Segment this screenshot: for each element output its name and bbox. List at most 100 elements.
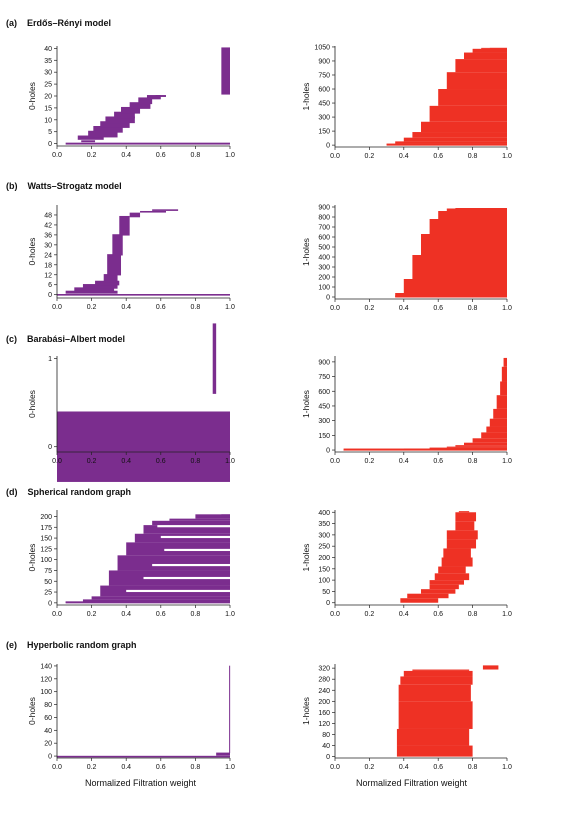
y-tick-label: 0 xyxy=(326,448,330,455)
x-tick-label: 0.2 xyxy=(365,764,375,771)
bar-step xyxy=(403,137,507,142)
y-tick-label: 30 xyxy=(44,242,52,249)
panel-heading: Hyperbolic random graph xyxy=(27,640,137,650)
y-tick-label: 0 xyxy=(48,292,52,299)
y-tick-label: 150 xyxy=(318,433,330,440)
bar-interval xyxy=(221,47,230,95)
bar-step xyxy=(472,48,507,53)
bar-region xyxy=(412,669,470,671)
bar-interval xyxy=(57,755,230,758)
bar-step xyxy=(500,381,507,396)
bar-step xyxy=(412,255,507,279)
y-tick-label: 50 xyxy=(44,579,52,586)
bar-interval xyxy=(65,142,231,145)
bar-interval xyxy=(93,126,123,133)
bar-interval xyxy=(77,135,104,140)
x-tick-label: 0.6 xyxy=(433,458,443,465)
y-tick-label: 300 xyxy=(318,532,330,539)
x-tick-label: 0.4 xyxy=(121,458,131,465)
bar-step xyxy=(117,555,230,571)
panel-title-e: (e) Hyperbolic random graph xyxy=(6,640,137,650)
bar-interval xyxy=(152,209,179,211)
y-axis-label: 0-holes xyxy=(27,390,37,418)
y-tick-label: 18 xyxy=(44,262,52,269)
x-tick-label: 1.0 xyxy=(225,458,235,465)
bar-interval xyxy=(95,280,120,286)
bar-gap xyxy=(152,563,231,567)
x-tick-label: 0.6 xyxy=(433,153,443,160)
bar-region xyxy=(458,511,470,513)
y-tick-label: 60 xyxy=(44,715,52,722)
x-tick-label: 1.0 xyxy=(502,764,512,771)
chart-a-1holes: 0.0 0.2 0.4 0.6 0.8 1.0 0 150 300 450 600 750 900 105… xyxy=(301,44,512,160)
y-tick-label: 800 xyxy=(318,215,330,222)
y-tick-label: 125 xyxy=(40,546,52,553)
y-tick-label: 160 xyxy=(318,710,330,717)
x-tick-label: 1.0 xyxy=(502,305,512,312)
bar-step xyxy=(429,105,507,122)
y-tick-label: 1 xyxy=(48,356,52,363)
bar-step xyxy=(143,525,230,534)
x-tick-label: 0.8 xyxy=(191,764,201,771)
y-tick-label: 40 xyxy=(44,46,52,53)
y-axis-label: 0-holes xyxy=(27,238,37,266)
x-tick-label: 0.2 xyxy=(365,611,375,618)
bar-step xyxy=(421,234,507,255)
y-tick-label: 40 xyxy=(44,728,52,735)
bar-interval xyxy=(140,210,166,213)
y-tick-label: 24 xyxy=(44,252,52,259)
y-tick-label: 20 xyxy=(44,741,52,748)
bar-step xyxy=(412,132,507,138)
y-tick-label: 100 xyxy=(40,557,52,564)
chart-e-0holes: 0.0 0.2 0.4 0.6 0.8 1.0 0 20 40 60 80 100 120 140 0-ho… xyxy=(27,663,235,771)
bar-gap xyxy=(143,576,231,580)
y-tick-label: 40 xyxy=(322,743,330,750)
x-tick-label: 0.2 xyxy=(87,764,97,771)
bar-interval xyxy=(57,411,230,482)
bar-interval xyxy=(82,284,118,289)
bar-step xyxy=(481,432,507,439)
bar-step xyxy=(395,293,507,297)
y-tick-label: 1050 xyxy=(314,44,330,51)
bar-region xyxy=(400,676,473,685)
y-tick-label: 50 xyxy=(322,589,330,596)
bar-step-base xyxy=(395,295,507,298)
y-tick-label: 80 xyxy=(322,732,330,739)
x-tick-label: 0.4 xyxy=(399,611,409,618)
y-tick-label: 300 xyxy=(318,115,330,122)
y-tick-label: 200 xyxy=(318,555,330,562)
bar-region xyxy=(398,684,471,702)
bar-region xyxy=(455,512,477,522)
chart-b-0holes: 0.0 0.2 0.4 0.6 0.8 1.0 0 6 12 18 24 30 36 42 48 0-hole… xyxy=(27,205,235,311)
bar-region xyxy=(446,539,477,549)
x-tick-label: 0.0 xyxy=(52,764,62,771)
bar-interval xyxy=(155,95,166,97)
x-tick-label: 0.8 xyxy=(468,764,478,771)
panel-title-b: (b) Watts–Strogatz model xyxy=(6,181,122,191)
y-tick-label: 0 xyxy=(326,295,330,302)
y-tick-label: 300 xyxy=(318,265,330,272)
x-tick-label: 0.6 xyxy=(433,611,443,618)
x-tick-label: 1.0 xyxy=(225,304,235,311)
bar-step xyxy=(403,279,507,293)
y-tick-label: 20 xyxy=(44,94,52,101)
bar-region xyxy=(446,530,478,540)
bar-step xyxy=(429,447,507,449)
bar-step-base xyxy=(386,143,507,146)
y-tick-label: 100 xyxy=(318,285,330,292)
y-tick-label: 320 xyxy=(318,666,330,673)
y-axis-label: 1-holes xyxy=(301,697,311,725)
x-tick-label: 0.6 xyxy=(156,611,166,618)
bar-gap xyxy=(160,535,231,539)
y-tick-label: 0 xyxy=(48,141,52,148)
y-tick-label: 900 xyxy=(318,359,330,366)
y-axis-label: 0-holes xyxy=(27,82,37,110)
y-tick-label: 240 xyxy=(318,688,330,695)
x-tick-label: 0.0 xyxy=(330,611,340,618)
bar-step xyxy=(455,59,507,73)
bar-step xyxy=(195,514,230,519)
chart-c-0holes: 0.0 0.2 0.4 0.6 0.8 1.0 0 1 0-holes xyxy=(27,323,235,482)
y-axis-label: 1-holes xyxy=(301,83,311,111)
bar-interval xyxy=(121,106,141,114)
x-tick-label: 0.2 xyxy=(365,153,375,160)
